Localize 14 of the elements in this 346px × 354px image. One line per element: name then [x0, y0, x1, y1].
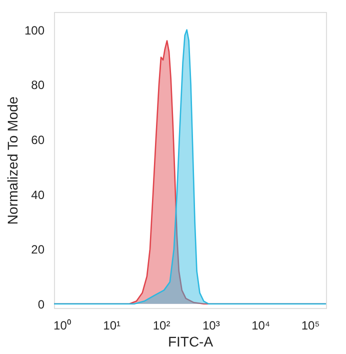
y-tick-label: 60 [31, 132, 45, 147]
x-tick-label: 10² [152, 318, 170, 332]
x-axis-title: FITC-A [168, 334, 214, 350]
x-tick-label: 10⁰ [54, 318, 71, 332]
y-tick-label: 80 [31, 78, 45, 92]
x-tick-label: 10⁵ [301, 318, 320, 332]
y-tick-label: 0 [38, 297, 45, 312]
x-tick-label: 10¹ [103, 318, 121, 332]
y-tick-label: 100 [24, 23, 45, 38]
y-tick-label: 20 [31, 242, 45, 257]
y-axis-title: Normalized To Mode [4, 96, 20, 225]
y-tick-label: 40 [31, 188, 45, 202]
x-tick-label: 10⁴ [252, 318, 270, 332]
x-tick-label: 10³ [202, 318, 220, 332]
